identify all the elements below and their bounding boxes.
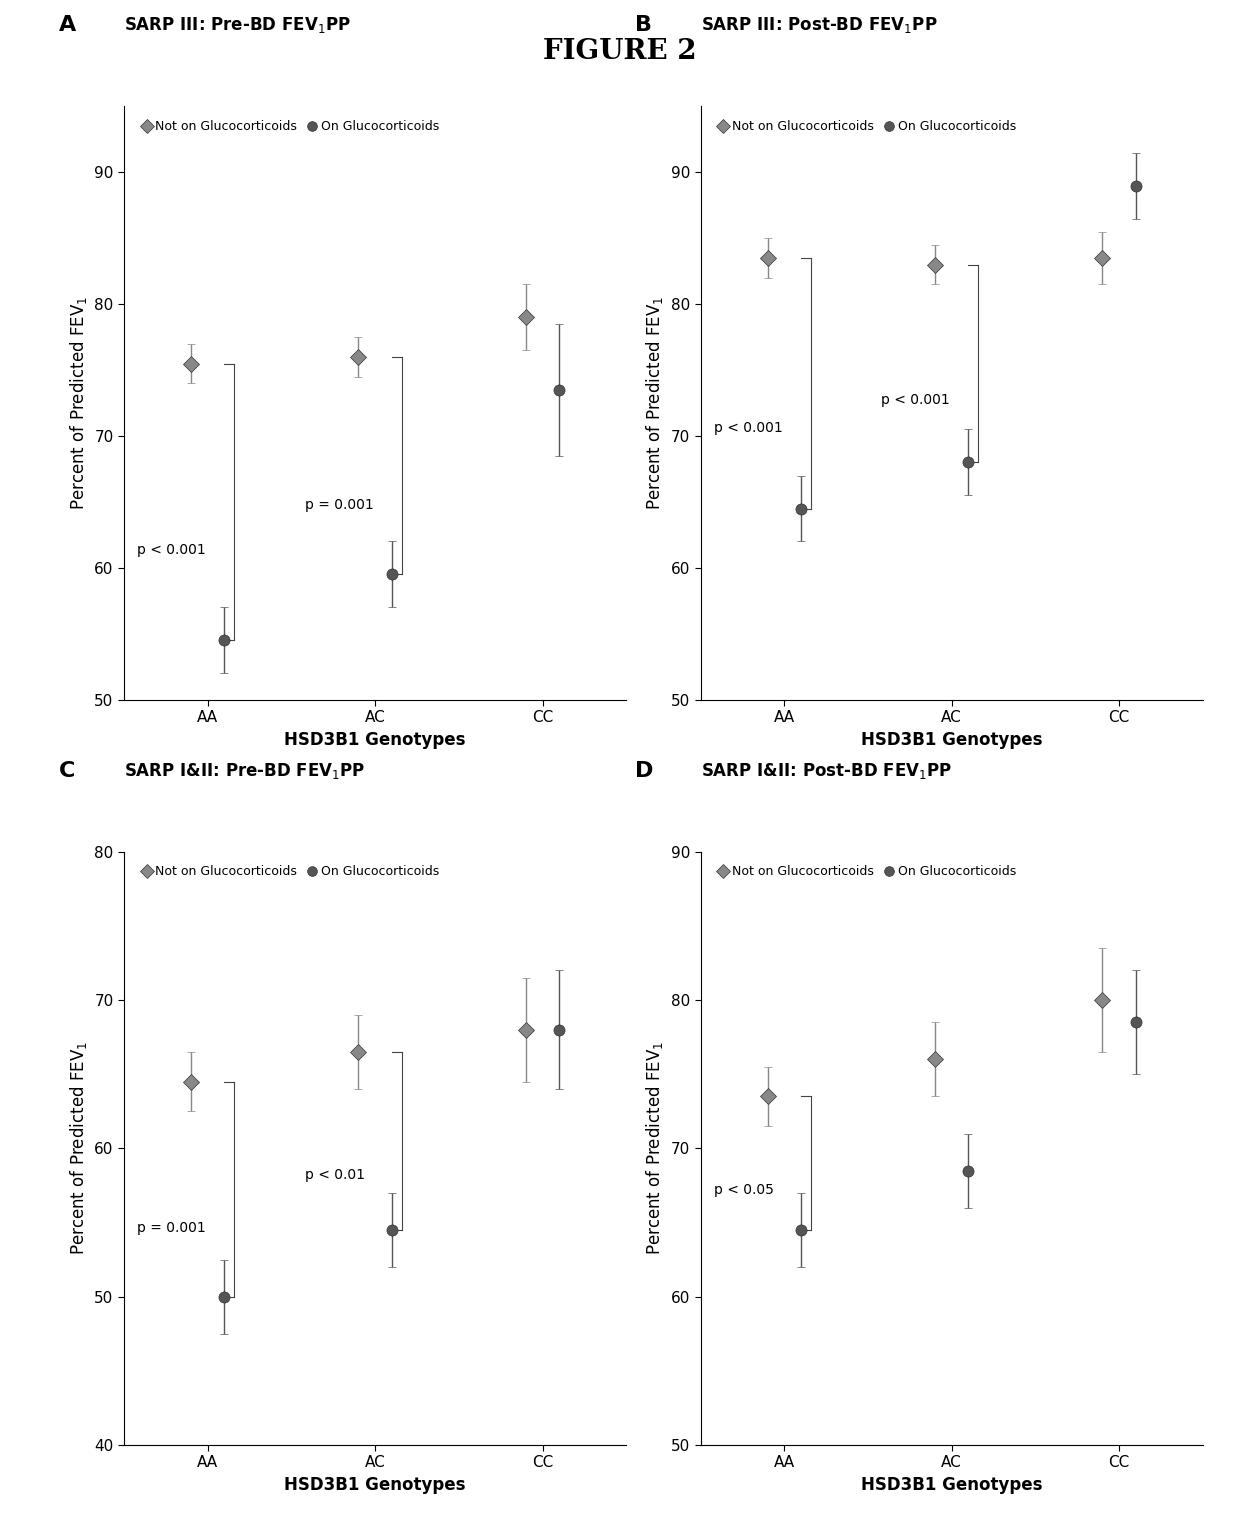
- Text: p < 0.001: p < 0.001: [714, 421, 782, 435]
- Text: p = 0.001: p = 0.001: [305, 499, 373, 513]
- Y-axis label: Percent of Predicted FEV$_1$: Percent of Predicted FEV$_1$: [645, 1042, 665, 1255]
- X-axis label: HSD3B1 Genotypes: HSD3B1 Genotypes: [861, 1475, 1043, 1494]
- Legend: Not on Glucocorticoids, On Glucocorticoids: Not on Glucocorticoids, On Glucocorticoi…: [140, 864, 440, 879]
- X-axis label: HSD3B1 Genotypes: HSD3B1 Genotypes: [284, 1475, 466, 1494]
- Text: p < 0.01: p < 0.01: [305, 1168, 365, 1182]
- Text: SARP III: Pre-BD FEV$_1$PP: SARP III: Pre-BD FEV$_1$PP: [124, 15, 351, 35]
- Legend: Not on Glucocorticoids, On Glucocorticoids: Not on Glucocorticoids, On Glucocorticoi…: [717, 119, 1017, 134]
- Text: p < 0.05: p < 0.05: [714, 1183, 774, 1197]
- Y-axis label: Percent of Predicted FEV$_1$: Percent of Predicted FEV$_1$: [645, 297, 665, 510]
- Legend: Not on Glucocorticoids, On Glucocorticoids: Not on Glucocorticoids, On Glucocorticoi…: [717, 864, 1017, 879]
- X-axis label: HSD3B1 Genotypes: HSD3B1 Genotypes: [284, 730, 466, 748]
- Text: C: C: [58, 760, 76, 780]
- Text: p < 0.001: p < 0.001: [882, 392, 950, 408]
- Text: p = 0.001: p = 0.001: [138, 1221, 206, 1235]
- Text: B: B: [635, 15, 652, 35]
- Y-axis label: Percent of Predicted FEV$_1$: Percent of Predicted FEV$_1$: [68, 1042, 88, 1255]
- Text: SARP I&II: Post-BD FEV$_1$PP: SARP I&II: Post-BD FEV$_1$PP: [701, 760, 951, 780]
- Text: A: A: [58, 15, 76, 35]
- Text: p < 0.001: p < 0.001: [138, 543, 206, 558]
- Legend: Not on Glucocorticoids, On Glucocorticoids: Not on Glucocorticoids, On Glucocorticoi…: [140, 119, 440, 134]
- Text: SARP III: Post-BD FEV$_1$PP: SARP III: Post-BD FEV$_1$PP: [701, 15, 937, 35]
- X-axis label: HSD3B1 Genotypes: HSD3B1 Genotypes: [861, 730, 1043, 748]
- Text: FIGURE 2: FIGURE 2: [543, 38, 697, 65]
- Text: SARP I&II: Pre-BD FEV$_1$PP: SARP I&II: Pre-BD FEV$_1$PP: [124, 760, 366, 780]
- Y-axis label: Percent of Predicted FEV$_1$: Percent of Predicted FEV$_1$: [68, 297, 88, 510]
- Text: D: D: [635, 760, 653, 780]
